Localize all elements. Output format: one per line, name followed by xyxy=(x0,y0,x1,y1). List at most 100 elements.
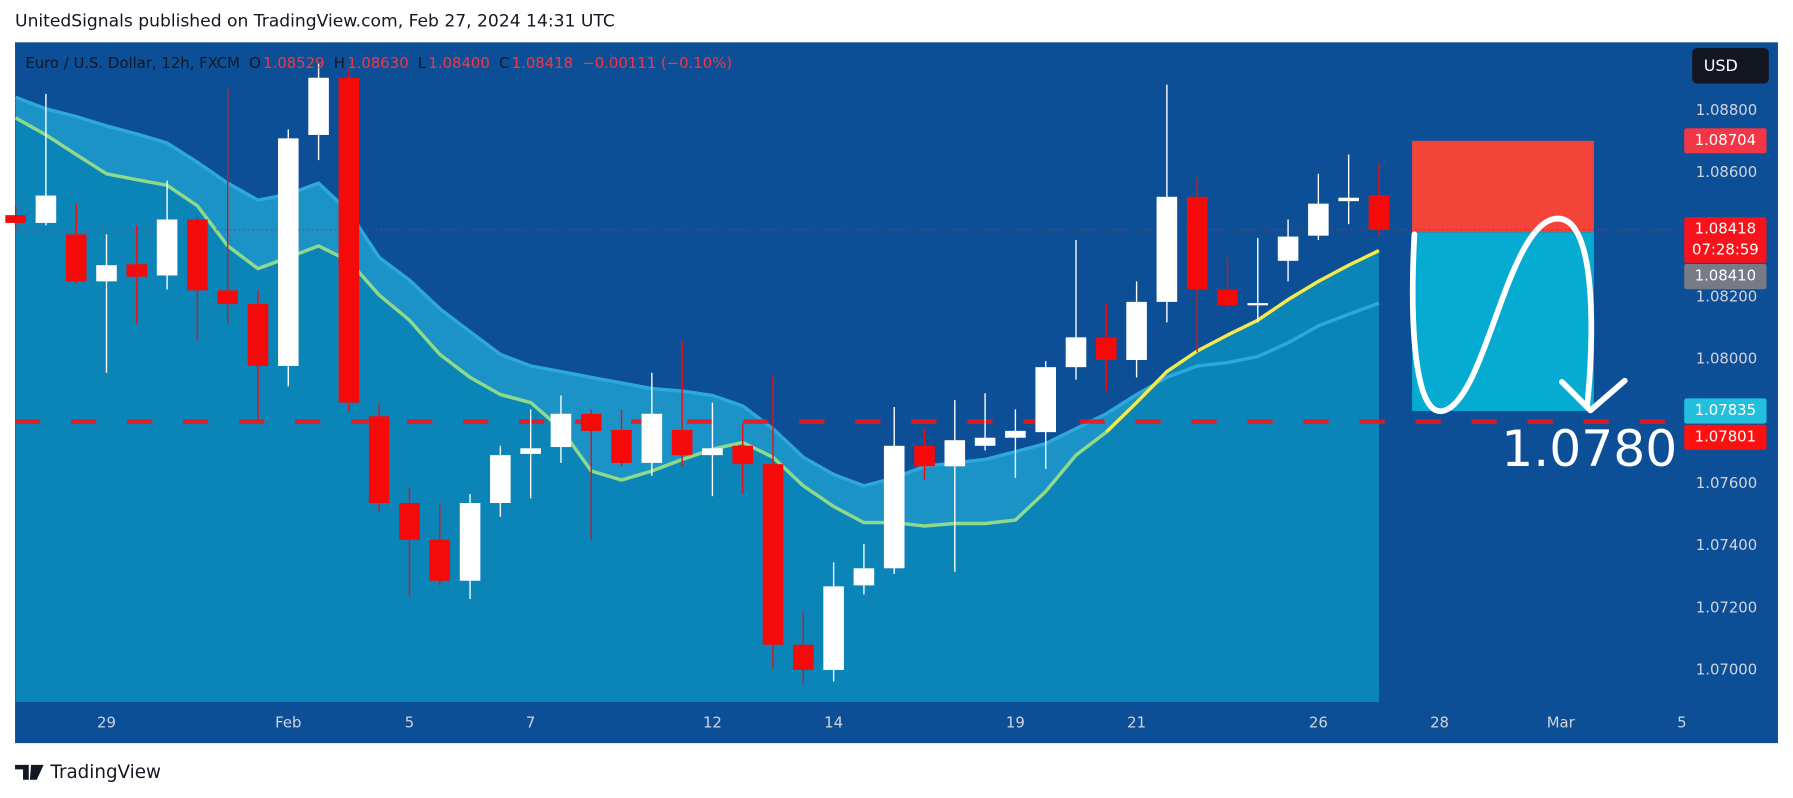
x-tick-label: 7 xyxy=(526,714,535,732)
candle-body xyxy=(308,77,329,135)
candle-body xyxy=(338,77,360,403)
area xyxy=(1106,250,1379,702)
candle-body xyxy=(35,195,57,223)
price-label-box xyxy=(1684,264,1767,290)
price-label-box xyxy=(1684,424,1767,450)
candle-body xyxy=(580,413,602,431)
candle-body xyxy=(550,413,572,448)
candle-body xyxy=(611,429,632,463)
drawn-curve xyxy=(1409,215,1595,415)
candle-body xyxy=(853,568,875,586)
legend-symbol: Euro / U.S. Dollar, 12h, FXCM xyxy=(25,54,240,72)
countdown: 07:28:59 xyxy=(1692,240,1759,258)
y-tick-label: 1.07600 xyxy=(1696,474,1757,492)
candle-body xyxy=(641,413,663,463)
price-label-box xyxy=(1684,128,1767,154)
candle-body xyxy=(247,304,269,366)
x-tick-label: 5 xyxy=(405,714,414,732)
annotation: 1.0780 xyxy=(1501,419,1677,478)
price-label-box xyxy=(1684,217,1767,263)
currency[interactable]: USD xyxy=(1704,56,1738,75)
candle-body xyxy=(1338,197,1359,202)
candle-body xyxy=(65,234,87,282)
legend-change: −0.00111 (−0.10%) xyxy=(582,54,732,72)
candle-body xyxy=(944,440,966,467)
candle-body xyxy=(1065,337,1087,368)
legend-value: 1.08418 xyxy=(512,54,573,72)
x-tick-label: 28 xyxy=(1430,714,1449,732)
candle-body xyxy=(793,644,814,670)
price-label-box xyxy=(1684,398,1767,424)
candle-body xyxy=(1005,430,1026,438)
price-label: 1.07835 xyxy=(1695,401,1756,419)
x-tick-label: 14 xyxy=(824,714,843,732)
candle-body xyxy=(1186,196,1208,290)
y-tick-label: 1.07000 xyxy=(1696,661,1757,679)
price-label: 1.08418 xyxy=(1695,220,1756,238)
candle-body xyxy=(156,219,178,276)
candle-body xyxy=(459,503,481,581)
candle-body xyxy=(217,290,238,305)
y-tick-label: 1.08800 xyxy=(1696,101,1757,119)
candle-body xyxy=(96,265,117,282)
candle-body xyxy=(277,138,299,366)
candle-body xyxy=(1035,367,1056,433)
symbol-legend: Euro / U.S. Dollar, 12h, FXCM O 1.08529 H 1.… xyxy=(25,54,732,72)
candle-body xyxy=(1308,203,1329,236)
y-tick-label: 1.07200 xyxy=(1696,598,1757,616)
footer-logo xyxy=(15,764,44,780)
candle-body xyxy=(732,445,754,465)
candle-body xyxy=(126,264,148,277)
candle-body xyxy=(1096,337,1117,361)
candle-body xyxy=(762,464,784,645)
footer-brand: TradingView xyxy=(49,762,161,783)
x-tick-label: 21 xyxy=(1127,714,1146,732)
candle-body xyxy=(5,215,26,223)
candle-body xyxy=(1247,303,1269,306)
x-tick-label: Feb xyxy=(275,714,301,732)
y-tick-label: 1.08200 xyxy=(1696,288,1757,306)
candle-body xyxy=(490,455,511,504)
y-tick-label: 1.08600 xyxy=(1696,163,1757,181)
x-tick-label: 29 xyxy=(97,714,116,732)
legend-key: L xyxy=(418,54,427,72)
candle-body xyxy=(520,448,541,454)
line xyxy=(1105,249,1380,434)
price-label: 1.07801 xyxy=(1695,427,1756,445)
legend-key: H xyxy=(334,54,345,72)
candle-body xyxy=(429,539,451,581)
candle-body xyxy=(883,445,905,569)
legend-value: 1.08529 xyxy=(263,54,324,72)
x-tick-label: 26 xyxy=(1309,714,1328,732)
legend-value: 1.08630 xyxy=(347,54,408,72)
candle-body xyxy=(1277,236,1299,261)
legend-key: O xyxy=(249,54,261,72)
y-tick-label: 1.08000 xyxy=(1696,350,1757,368)
y-tick-label: 1.07400 xyxy=(1696,536,1757,554)
x-tick-label: 5 xyxy=(1677,714,1686,732)
x-tick-label: 19 xyxy=(1006,714,1025,732)
price-label: 1.08704 xyxy=(1695,131,1756,149)
candle-body xyxy=(187,219,208,291)
candle-body xyxy=(399,503,420,540)
candle-body xyxy=(914,445,935,467)
candle-body xyxy=(1126,301,1147,361)
candle-body xyxy=(1368,195,1390,230)
legend-value: 1.08400 xyxy=(428,54,489,72)
x-tick-label: 12 xyxy=(703,714,722,732)
candle-body xyxy=(702,448,723,456)
currency-box[interactable] xyxy=(1692,48,1769,84)
x-tick-label: Mar xyxy=(1547,714,1576,732)
candle-body xyxy=(1217,289,1238,306)
legend-key: C xyxy=(499,54,509,72)
candle-body xyxy=(1156,196,1178,302)
candle-body xyxy=(823,586,844,670)
drawn-arrow xyxy=(1559,377,1628,414)
header-title: UnitedSignals published on TradingView.c… xyxy=(15,12,615,32)
candle-body xyxy=(974,437,996,446)
price-label: 1.08410 xyxy=(1695,267,1756,285)
candle-body xyxy=(671,429,693,456)
candle-body xyxy=(368,416,390,504)
